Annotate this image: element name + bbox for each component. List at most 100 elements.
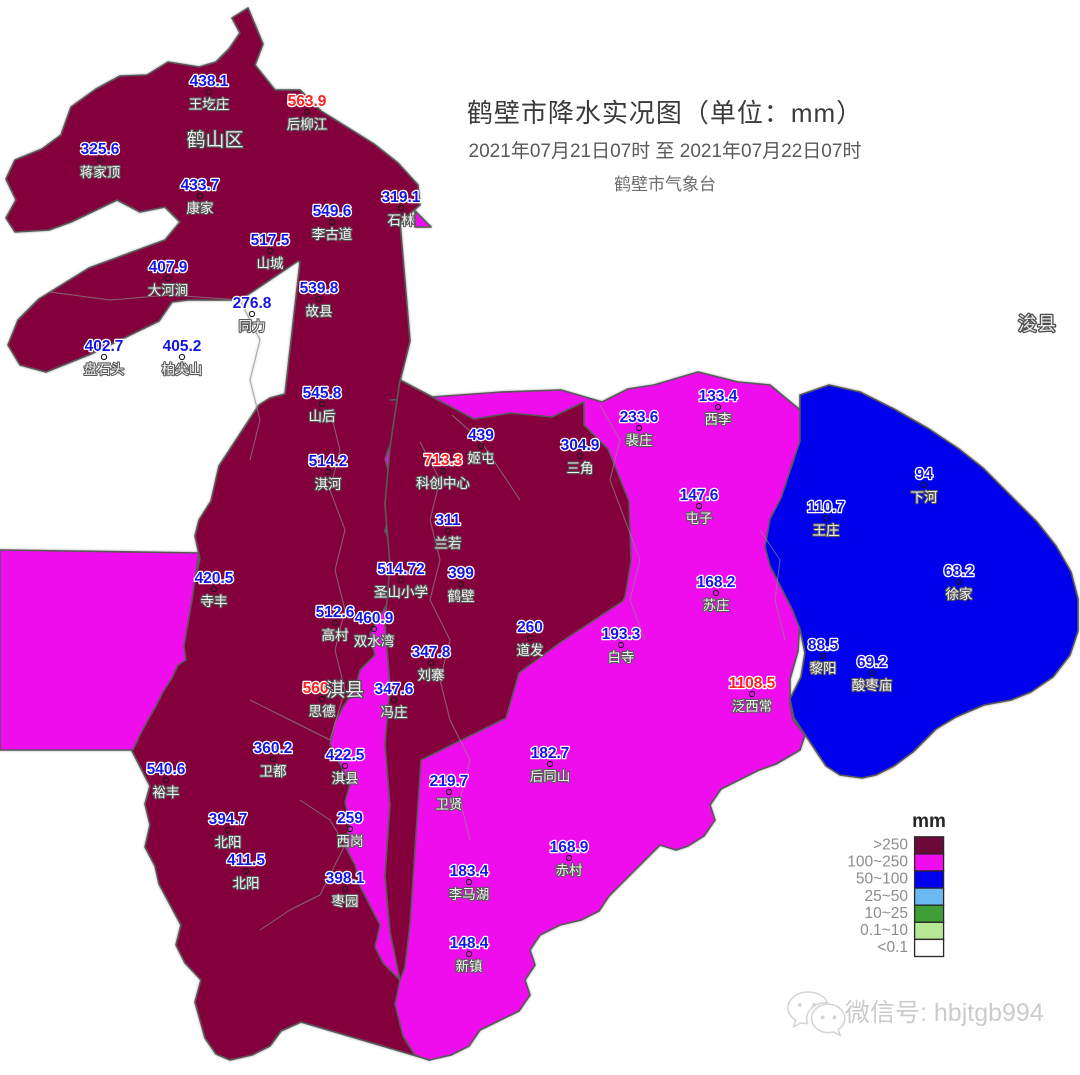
svg-text:88.5: 88.5 — [808, 637, 839, 654]
svg-text:69.2: 69.2 — [857, 654, 887, 671]
svg-text:133.4: 133.4 — [699, 388, 738, 405]
svg-text:394.7: 394.7 — [209, 811, 248, 828]
svg-text:25~50: 25~50 — [864, 888, 908, 905]
svg-text:泛西常: 泛西常 — [732, 699, 773, 714]
svg-text:冯庄: 冯庄 — [381, 704, 408, 720]
svg-text:517.5: 517.5 — [251, 232, 290, 249]
svg-text:王庄: 王庄 — [813, 522, 840, 538]
svg-text:大河涧: 大河涧 — [148, 283, 189, 298]
svg-text:148.4: 148.4 — [450, 935, 489, 952]
svg-text:540.6: 540.6 — [147, 761, 186, 778]
svg-text:淇县: 淇县 — [332, 771, 359, 786]
svg-text:山城: 山城 — [257, 256, 284, 271]
svg-text:淇河: 淇河 — [315, 477, 342, 492]
svg-text:山后: 山后 — [309, 409, 336, 424]
svg-text:168.2: 168.2 — [697, 574, 736, 591]
svg-text:0.1~10: 0.1~10 — [860, 922, 908, 939]
svg-text:后同山: 后同山 — [530, 769, 571, 784]
svg-text:402.7: 402.7 — [85, 338, 124, 355]
svg-text:裕丰: 裕丰 — [153, 785, 180, 800]
svg-text:柏尖山: 柏尖山 — [162, 362, 203, 377]
svg-text:405.2: 405.2 — [163, 338, 202, 355]
svg-text:酸枣庙: 酸枣庙 — [852, 678, 893, 693]
svg-text:思德: 思德 — [309, 704, 336, 719]
svg-text:50~100: 50~100 — [856, 871, 909, 888]
svg-text:182.7: 182.7 — [531, 745, 570, 762]
svg-text:道发: 道发 — [517, 643, 545, 658]
svg-text:北阳: 北阳 — [233, 876, 260, 891]
svg-text:黎阳: 黎阳 — [810, 661, 837, 676]
svg-text:枣园: 枣园 — [332, 894, 359, 909]
svg-text:石林: 石林 — [388, 213, 415, 228]
svg-text:545.8: 545.8 — [303, 385, 342, 402]
svg-text:1108.5: 1108.5 — [729, 675, 776, 692]
svg-text:赤村: 赤村 — [556, 863, 584, 878]
svg-text:439: 439 — [468, 427, 494, 444]
svg-text:514.72: 514.72 — [377, 561, 424, 578]
svg-text:411.5: 411.5 — [227, 852, 265, 869]
svg-text:刘寨: 刘寨 — [418, 667, 445, 683]
svg-text:双水湾: 双水湾 — [354, 633, 395, 649]
svg-text:422.5: 422.5 — [326, 747, 365, 764]
svg-text:屯子: 屯子 — [686, 511, 713, 526]
svg-text:康家: 康家 — [187, 200, 214, 216]
svg-text:>250: >250 — [873, 837, 908, 854]
svg-text:李马湖: 李马湖 — [449, 887, 490, 902]
svg-text:276.8: 276.8 — [233, 295, 272, 312]
svg-text:147.6: 147.6 — [680, 487, 719, 504]
svg-text:圣山小学: 圣山小学 — [374, 585, 428, 600]
svg-text:514.2: 514.2 — [309, 453, 348, 470]
svg-text:347.8: 347.8 — [412, 644, 451, 661]
svg-text:西岗: 西岗 — [337, 834, 364, 849]
svg-text:兰若: 兰若 — [435, 536, 462, 551]
svg-text:王圪庄: 王圪庄 — [189, 96, 230, 112]
svg-text:姬屯: 姬屯 — [468, 451, 495, 466]
svg-text:233.6: 233.6 — [620, 409, 659, 426]
svg-text:304.9: 304.9 — [561, 437, 600, 454]
svg-text:西李: 西李 — [705, 412, 733, 427]
svg-text:398.1: 398.1 — [326, 870, 365, 887]
svg-text:183.4: 183.4 — [450, 863, 489, 880]
svg-text:寺丰: 寺丰 — [201, 594, 228, 609]
svg-text:100~250: 100~250 — [847, 854, 908, 871]
svg-text:mm: mm — [912, 811, 946, 832]
svg-text:李古道: 李古道 — [312, 227, 353, 242]
svg-text:549.6: 549.6 — [313, 203, 352, 220]
svg-text:399: 399 — [448, 565, 474, 582]
svg-text:徐家: 徐家 — [946, 586, 974, 602]
svg-text:407.9: 407.9 — [149, 259, 188, 276]
svg-text:下河: 下河 — [911, 490, 939, 505]
svg-text:<0.1: <0.1 — [877, 939, 908, 956]
svg-text:高村: 高村 — [322, 627, 349, 643]
svg-text:438.1: 438.1 — [190, 73, 229, 90]
svg-text:360.2: 360.2 — [254, 740, 293, 757]
svg-text:科创中心: 科创中心 — [416, 476, 470, 491]
svg-text:北阳: 北阳 — [215, 835, 242, 850]
svg-text:浚县: 浚县 — [1018, 313, 1056, 335]
svg-text:219.7: 219.7 — [430, 773, 469, 790]
svg-text:白寺: 白寺 — [608, 650, 635, 665]
svg-text:鹤壁: 鹤壁 — [448, 589, 475, 604]
svg-text:鹤壁市气象台: 鹤壁市气象台 — [614, 175, 716, 194]
svg-text:鹤壁市降水实况图（单位：mm）: 鹤壁市降水实况图（单位：mm） — [467, 98, 863, 128]
svg-text:卫都: 卫都 — [260, 764, 287, 779]
svg-text:260: 260 — [517, 619, 543, 636]
svg-text:193.3: 193.3 — [602, 626, 641, 643]
svg-text:苏庄: 苏庄 — [703, 597, 730, 613]
svg-text:故县: 故县 — [306, 304, 333, 319]
svg-text:539.8: 539.8 — [300, 280, 339, 297]
svg-text:蒋家顶: 蒋家顶 — [80, 164, 121, 180]
svg-text:460.9: 460.9 — [355, 610, 394, 627]
svg-text:后柳江: 后柳江 — [287, 117, 328, 132]
svg-text:168.9: 168.9 — [550, 839, 589, 856]
svg-text:微信号: hbjtgb994: 微信号: hbjtgb994 — [845, 999, 1044, 1027]
svg-text:三角: 三角 — [567, 461, 594, 476]
svg-text:鹤山区: 鹤山区 — [186, 129, 243, 151]
svg-text:311: 311 — [435, 512, 460, 529]
svg-text:2021年07月21日07时 至 2021年07月22日: 2021年07月21日07时 至 2021年07月22日07时 — [469, 140, 862, 162]
svg-text:94: 94 — [915, 466, 933, 483]
svg-text:110.7: 110.7 — [807, 499, 845, 516]
svg-text:同力: 同力 — [239, 319, 266, 334]
svg-text:420.5: 420.5 — [195, 570, 234, 587]
svg-text:319.1: 319.1 — [382, 189, 421, 206]
